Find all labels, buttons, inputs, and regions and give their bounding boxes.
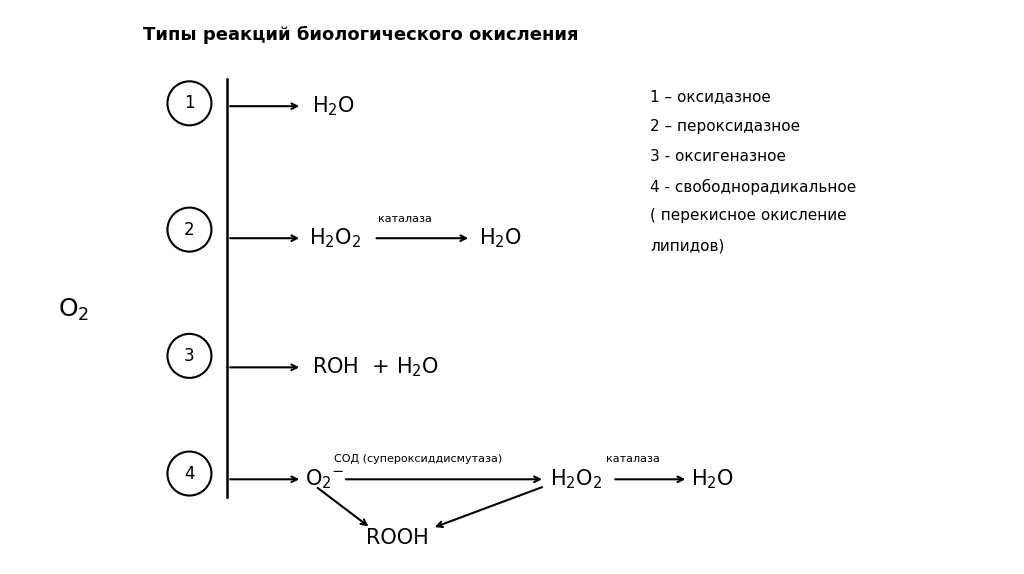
Text: 4 - свободнорадикальное: 4 - свободнорадикальное — [650, 179, 856, 195]
Text: O$_2$: O$_2$ — [58, 297, 89, 323]
Text: H$_2$O: H$_2$O — [312, 94, 355, 118]
Text: ROOH: ROOH — [366, 529, 429, 548]
Text: липидов): липидов) — [650, 238, 725, 253]
Text: ROH  + H$_2$O: ROH + H$_2$O — [312, 355, 439, 379]
Text: H$_2$O$_2$: H$_2$O$_2$ — [309, 226, 361, 250]
Text: каталаза: каталаза — [606, 454, 659, 464]
Text: Типы реакций биологического окисления: Типы реакций биологического окисления — [143, 26, 579, 44]
Text: H$_2$O: H$_2$O — [691, 467, 734, 491]
Text: 3 - оксигеназное: 3 - оксигеназное — [650, 149, 786, 164]
Text: каталаза: каталаза — [378, 214, 431, 224]
Text: 2: 2 — [184, 220, 195, 239]
Text: ( перекисное окисление: ( перекисное окисление — [650, 208, 847, 223]
Text: 1 – оксидазное: 1 – оксидазное — [650, 89, 771, 104]
Text: H$_2$O: H$_2$O — [479, 226, 522, 250]
Text: 3: 3 — [184, 347, 195, 365]
Text: 2 – пероксидазное: 2 – пероксидазное — [650, 119, 801, 134]
Text: СОД (супероксиддисмутаза): СОД (супероксиддисмутаза) — [334, 454, 502, 464]
Text: 1: 1 — [184, 94, 195, 113]
Text: 4: 4 — [184, 464, 195, 483]
Text: H$_2$O$_2$: H$_2$O$_2$ — [550, 467, 602, 491]
Text: O$_2$$^{-}$: O$_2$$^{-}$ — [305, 467, 345, 491]
